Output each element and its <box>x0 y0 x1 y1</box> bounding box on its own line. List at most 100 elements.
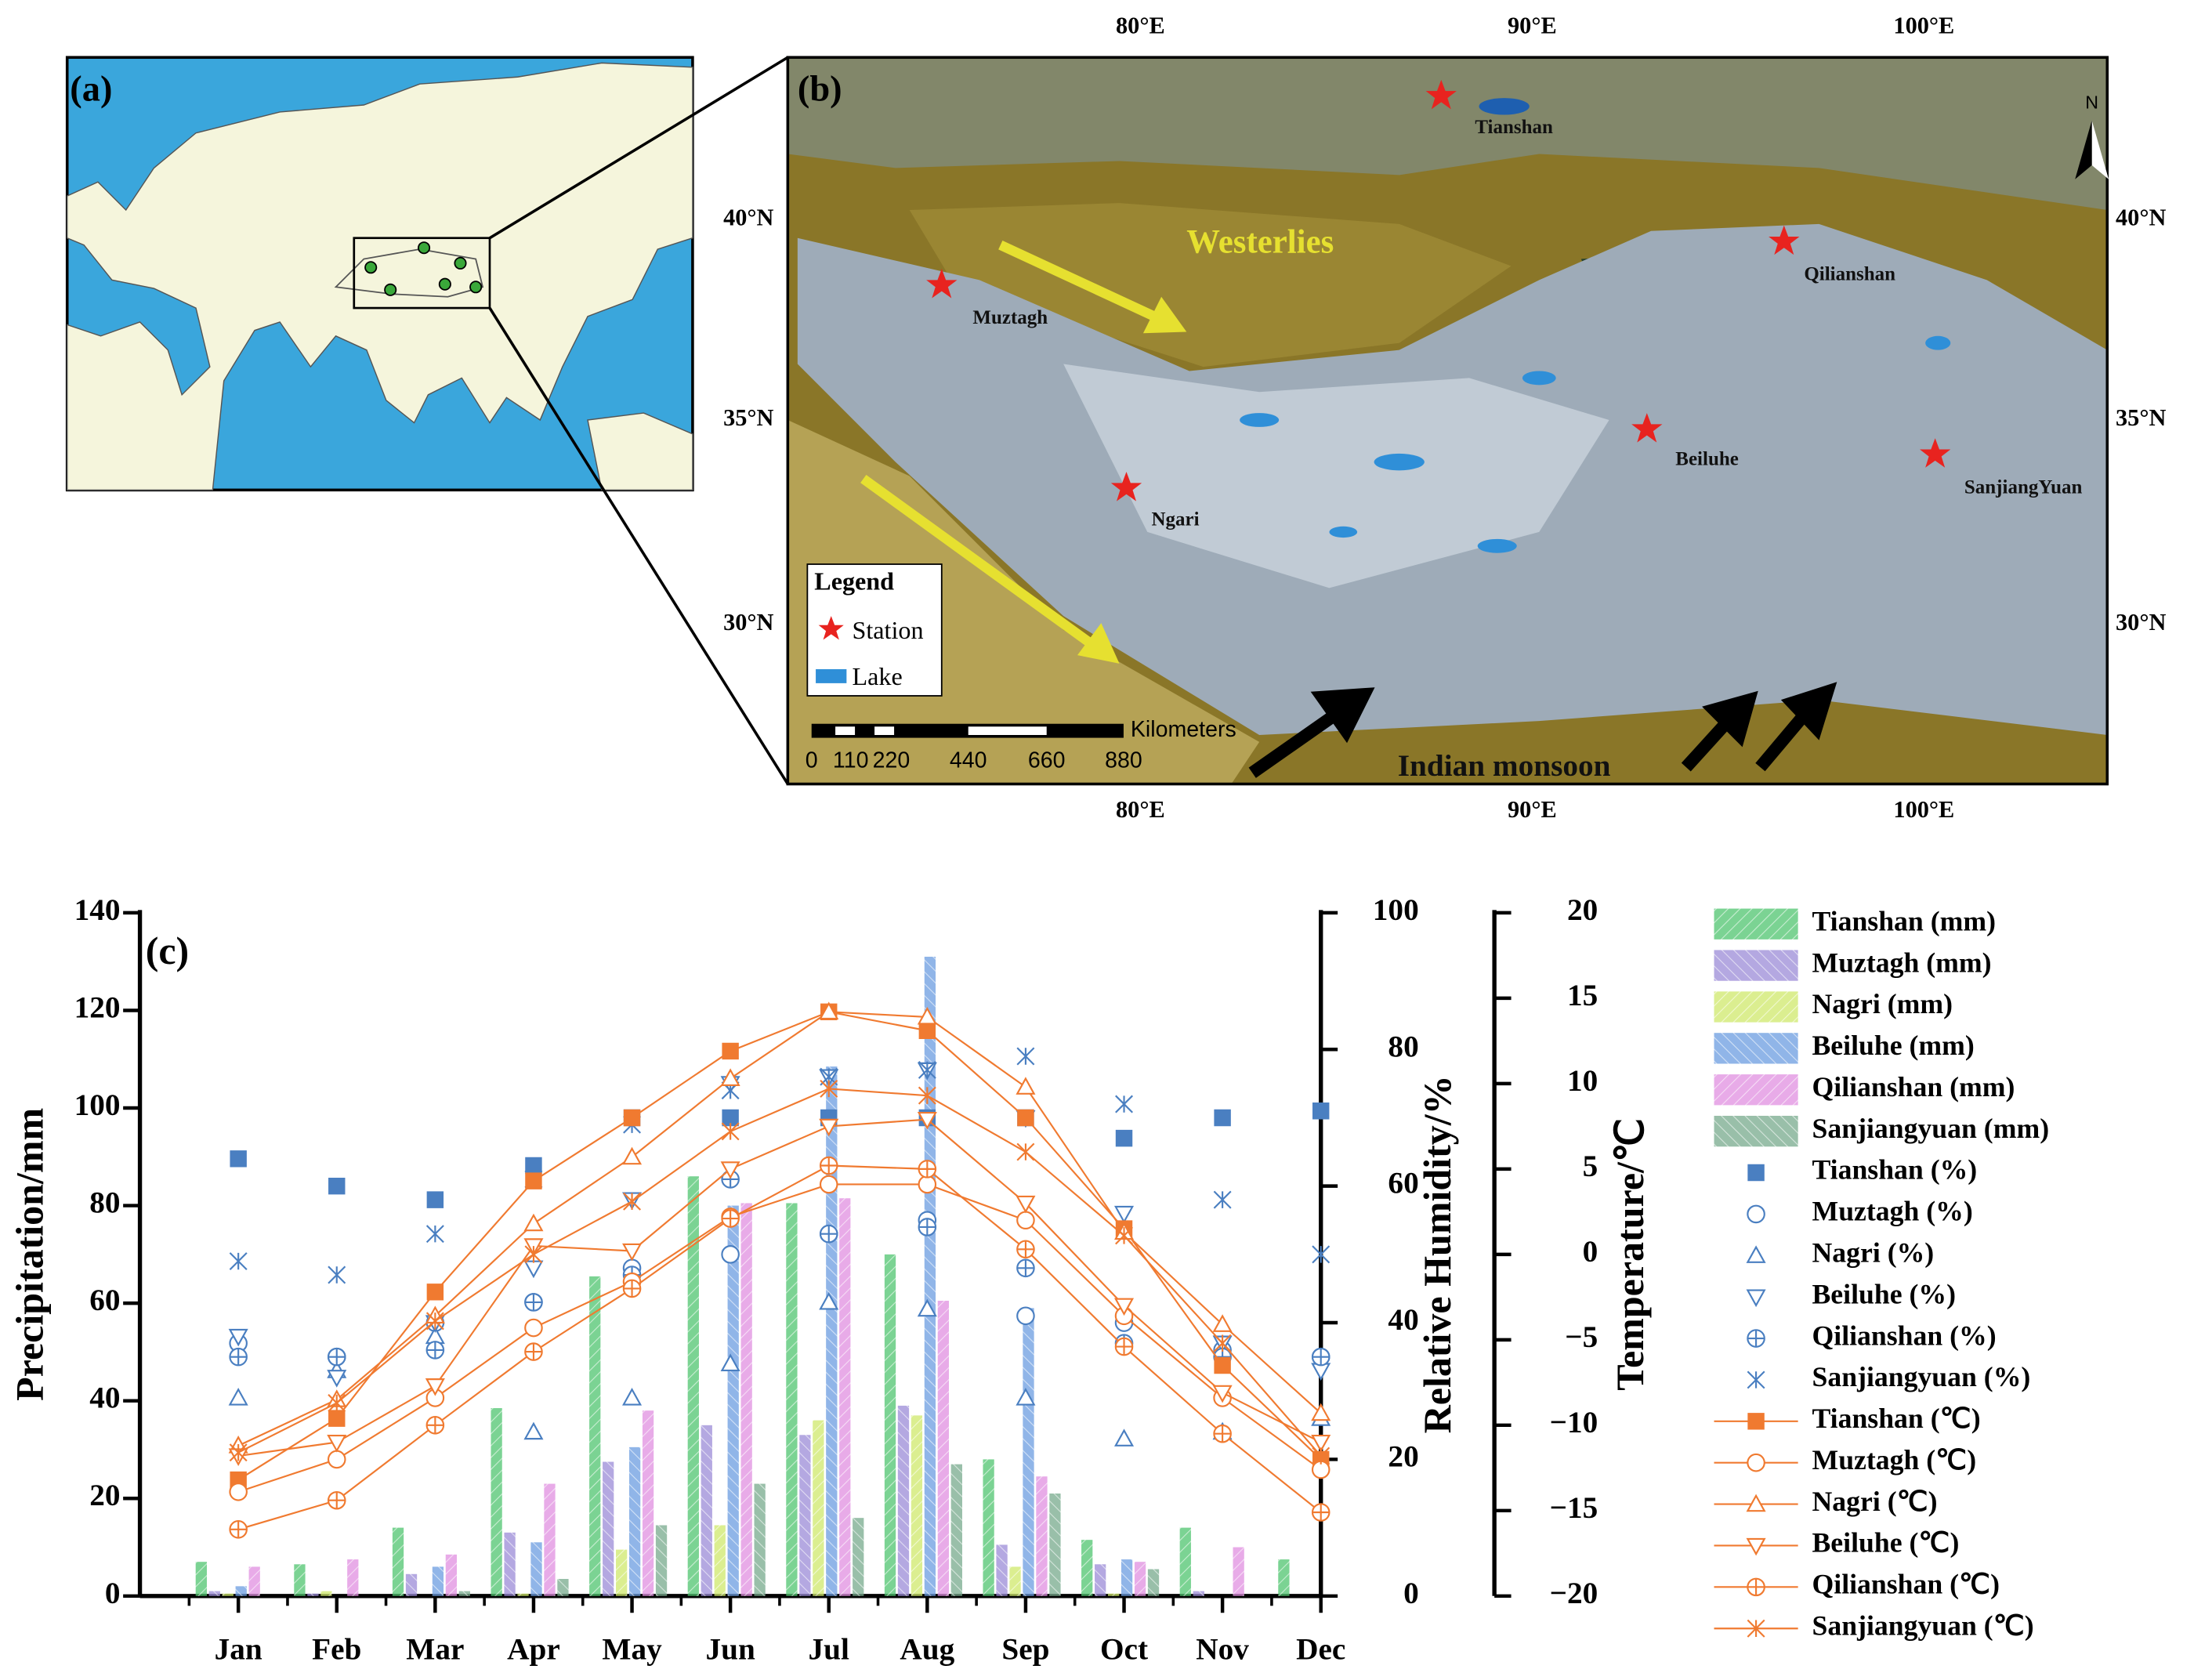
marker <box>425 1312 444 1331</box>
station-star <box>1920 438 1951 468</box>
station-label: Muztagh <box>972 307 1048 328</box>
legend-label: Qilianshan (mm) <box>1812 1071 2015 1102</box>
scale-unit: Kilometers <box>1131 717 1236 742</box>
marker <box>819 1291 839 1310</box>
lat-label: 40°N <box>723 204 773 230</box>
lat-label: 35°N <box>723 404 773 431</box>
marker <box>1016 1077 1036 1095</box>
scale-label: 880 <box>1105 748 1142 773</box>
marker <box>524 1342 543 1361</box>
y-tick-label: 20 <box>89 1479 120 1512</box>
legend-label: Sanjiangyuan (℃) <box>1812 1609 2034 1641</box>
arrowhead <box>1077 623 1120 664</box>
panel-b: (b) 80°E 90°E 100°E 80°E 90°E 100°E 40°N… <box>723 13 2166 824</box>
bar <box>320 1591 332 1596</box>
marker <box>1017 1109 1034 1127</box>
panel-c: Jan Feb Mar Apr May Jun Jul Aug Sep Oct Nov Dec 0 20 4… <box>7 893 2049 1666</box>
marker <box>918 1060 936 1079</box>
marker <box>1016 1306 1035 1326</box>
line <box>237 1164 1322 1530</box>
arrow <box>1755 710 1810 772</box>
legend-lake <box>816 669 847 683</box>
bar <box>714 1525 726 1596</box>
bar <box>853 1518 864 1596</box>
x-tick-label: Apr <box>507 1632 560 1666</box>
x-tick-label: Sep <box>1001 1632 1049 1666</box>
bar <box>504 1532 516 1596</box>
bar <box>1278 1559 1290 1596</box>
focus-box <box>353 237 491 310</box>
north-arrow <box>2091 120 2109 179</box>
marker <box>425 1378 445 1396</box>
y-tick-label: 60 <box>89 1284 120 1317</box>
marker <box>1016 1142 1035 1161</box>
bar <box>235 1586 247 1596</box>
arrow <box>1248 708 1340 778</box>
y3-axis-title: Temperature/℃ <box>1608 1118 1652 1391</box>
y-tick-label: −10 <box>1550 1406 1598 1439</box>
legend-swatch <box>1714 1074 1798 1106</box>
legend-swatch <box>1714 1115 1798 1147</box>
bar <box>248 1566 260 1596</box>
bar <box>897 1405 910 1596</box>
legend-marker <box>1746 1245 1766 1263</box>
marker <box>1311 1503 1331 1522</box>
lake <box>1925 335 1951 350</box>
marker <box>1113 1298 1135 1316</box>
bar <box>911 1415 923 1596</box>
bar <box>687 1176 699 1596</box>
bar <box>445 1554 458 1596</box>
y-tick-label: 20 <box>1567 893 1598 927</box>
y-tick-label: 0 <box>1583 1235 1598 1269</box>
marker <box>525 1172 542 1189</box>
marker <box>1016 1388 1036 1406</box>
station-label: Beiluhe <box>1675 449 1739 470</box>
x-tick-label: Jul <box>809 1632 849 1666</box>
marker <box>722 1042 739 1060</box>
dot <box>454 256 467 270</box>
legend-marker <box>1747 1204 1765 1224</box>
station-star <box>1110 472 1142 501</box>
marker <box>623 1192 642 1211</box>
marker <box>328 1265 346 1284</box>
marker <box>918 1175 937 1194</box>
x-tick-label: Mar <box>406 1632 464 1666</box>
marker <box>918 1022 936 1040</box>
bar <box>1233 1547 1244 1596</box>
y-tick-label: 0 <box>1403 1577 1419 1610</box>
scale-label: 0 <box>806 748 818 773</box>
monsoon-arrows <box>1248 682 1837 778</box>
arrowhead <box>1310 687 1375 744</box>
marker <box>820 1079 838 1098</box>
bar <box>544 1483 556 1596</box>
marker <box>720 1353 740 1372</box>
x-tick-label: May <box>602 1632 662 1666</box>
y-tick-label: 120 <box>74 990 121 1024</box>
marker <box>328 1394 346 1412</box>
scale-seg <box>835 726 856 735</box>
bar <box>1134 1562 1146 1596</box>
legend-marker <box>1746 1537 1766 1556</box>
north-label: N <box>2085 92 2098 112</box>
line <box>237 1183 1322 1493</box>
marker <box>1113 1428 1135 1446</box>
y-tick-label: −20 <box>1550 1577 1598 1610</box>
scale-label: 660 <box>1028 748 1066 773</box>
marker <box>1115 1226 1133 1245</box>
marker <box>523 1213 544 1232</box>
y-tick-label: 40 <box>89 1381 120 1415</box>
station-dots <box>364 241 483 296</box>
marker <box>1016 1211 1035 1229</box>
bar <box>195 1562 207 1596</box>
legend-swatch <box>1714 950 1798 981</box>
marker <box>1214 1109 1231 1127</box>
map-legend-text: Lake <box>853 662 903 690</box>
marker <box>622 1243 643 1262</box>
marker <box>327 1491 346 1510</box>
line <box>238 1118 1322 1457</box>
bar <box>826 1066 838 1596</box>
lat-label: 35°N <box>2116 404 2166 431</box>
marker <box>819 1118 839 1137</box>
marker <box>918 1086 936 1105</box>
station-labels: Tianshan Qilianshan Muztagh Beiluhe Sanj… <box>972 117 2082 530</box>
